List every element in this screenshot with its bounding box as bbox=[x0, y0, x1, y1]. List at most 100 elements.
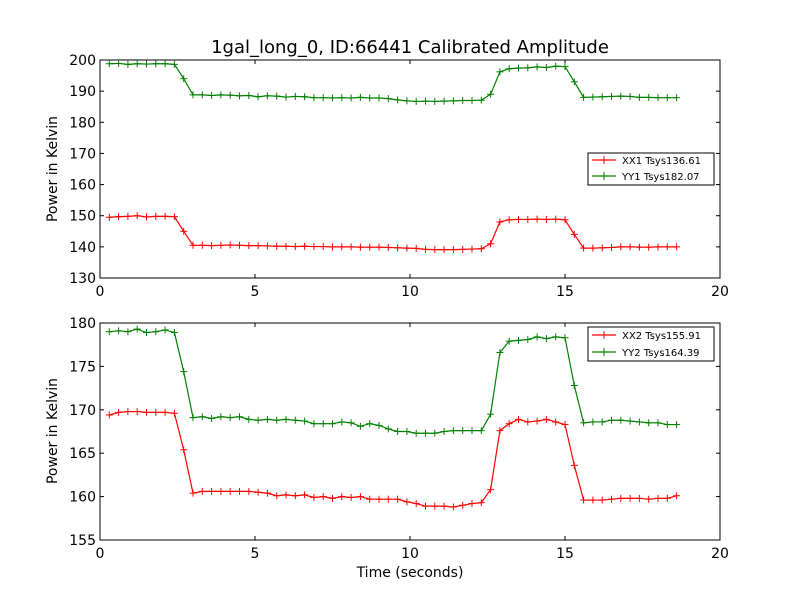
bottom-xtick-label: 10 bbox=[401, 546, 419, 562]
top-series-0-point bbox=[245, 242, 253, 250]
top-series-0-point bbox=[524, 215, 532, 223]
bottom-series-0-point bbox=[635, 494, 643, 502]
bottom-series-1-point bbox=[356, 422, 364, 430]
bottom-series-1-point bbox=[115, 327, 123, 335]
bottom-series-1-point bbox=[338, 418, 346, 426]
top-series-0-point bbox=[580, 244, 588, 252]
bottom-series-0-point bbox=[291, 492, 299, 500]
top-series-1-point bbox=[319, 94, 327, 102]
bottom-series-1-point bbox=[542, 335, 550, 343]
bottom-series-1-point bbox=[273, 416, 281, 424]
bottom-series-1-point bbox=[375, 421, 383, 429]
bottom-series-1-point bbox=[477, 427, 485, 435]
top-series-1-point bbox=[403, 97, 411, 105]
top-series-0-point bbox=[208, 242, 216, 250]
bottom-series-1-point bbox=[282, 415, 290, 423]
bottom-series-1-point bbox=[394, 428, 402, 435]
top-series-1-point bbox=[180, 75, 188, 83]
top-series-0-point bbox=[459, 245, 467, 253]
bottom-series-0-point bbox=[245, 487, 253, 495]
bottom-series-1-point bbox=[570, 381, 578, 389]
top-series-0-point bbox=[263, 242, 271, 250]
top-series-1-point bbox=[124, 60, 132, 68]
top-series-1-point bbox=[356, 93, 364, 101]
top-series-0-point bbox=[626, 243, 634, 251]
top-series-1-point bbox=[673, 94, 681, 102]
top-series-0-point bbox=[496, 218, 504, 226]
top-series-1-point bbox=[663, 94, 671, 102]
top-series-0-point bbox=[133, 212, 141, 220]
bottom-series-0-point bbox=[366, 495, 374, 503]
bottom-series-0-point bbox=[440, 502, 448, 510]
top-series-1-point bbox=[487, 90, 495, 98]
top-series-0-point bbox=[291, 243, 299, 251]
top-series-1-point bbox=[598, 93, 606, 101]
top-ytick-label: 150 bbox=[69, 209, 96, 225]
top-series-1-point bbox=[496, 68, 504, 76]
top-series-1-point bbox=[115, 59, 123, 67]
bottom-series-1-point bbox=[217, 413, 225, 421]
bottom-legend-box bbox=[587, 326, 715, 362]
top-ytick-label: 140 bbox=[69, 240, 96, 256]
bottom-series-0-point bbox=[208, 487, 216, 495]
bottom-series-0-point bbox=[431, 502, 439, 510]
bottom-series-0-point bbox=[561, 421, 569, 429]
top-series-1-point bbox=[468, 96, 476, 104]
bottom-series-0-point bbox=[505, 420, 513, 428]
top-series-1-point bbox=[505, 65, 513, 73]
top-series-1-point bbox=[533, 63, 541, 71]
bottom-series-1-point bbox=[189, 414, 197, 422]
top-series-1-point bbox=[189, 91, 197, 99]
bottom-series-0-point bbox=[217, 487, 225, 495]
top-series-0-point bbox=[487, 240, 495, 248]
bottom-series-0-point bbox=[589, 496, 597, 504]
top-series-1-point bbox=[515, 64, 522, 72]
bottom-series-1-point bbox=[105, 328, 113, 336]
bottom-ytick-label: 180 bbox=[69, 316, 96, 332]
top-ylabel: Power in Kelvin bbox=[45, 116, 61, 222]
bottom-series-1-point bbox=[198, 413, 206, 421]
top-legend-box bbox=[587, 152, 715, 186]
top-series-0-point bbox=[189, 241, 197, 249]
bottom-series-0-point bbox=[673, 492, 681, 500]
bottom-series-1-point bbox=[319, 420, 327, 428]
top-subplot: Power in Kelvin 0 5 10 15 20 130 140 150 160 170 1… bbox=[45, 53, 729, 300]
top-series-1-point bbox=[301, 93, 309, 101]
top-series-0-point bbox=[542, 215, 550, 223]
bottom-series-1-point bbox=[329, 420, 336, 428]
bottom-ticks: 0 5 10 15 20 155 160 165 170 175 180 bbox=[69, 316, 729, 562]
top-series-1-point bbox=[394, 96, 402, 104]
top-xtick-label: 0 bbox=[96, 284, 105, 300]
top-xtick-label: 15 bbox=[556, 284, 574, 300]
bottom-series-1-point bbox=[170, 329, 178, 337]
bottom-series-0-point bbox=[375, 495, 383, 503]
bottom-series-1-point bbox=[161, 326, 169, 334]
bottom-series-0-point bbox=[580, 496, 588, 504]
top-series-0-point bbox=[608, 243, 615, 251]
bottom-series-0-point bbox=[189, 489, 197, 497]
top-series-0-point bbox=[356, 243, 364, 251]
top-series-0-point bbox=[161, 212, 169, 220]
top-series-0-point bbox=[449, 246, 457, 254]
bottom-xtick-label: 5 bbox=[251, 546, 260, 562]
bottom-legend-label-yy2: YY2 Tsys164.39 bbox=[621, 348, 700, 359]
bottom-series-1-point bbox=[422, 429, 429, 437]
bottom-series-1-point bbox=[533, 333, 541, 341]
top-series-1-point bbox=[133, 60, 141, 68]
chart-title: 1gal_long_0, ID:66441 Calibrated Amplitu… bbox=[211, 37, 609, 58]
bottom-series-0-point bbox=[273, 492, 281, 500]
top-series-1-point bbox=[291, 92, 299, 100]
bottom-ytick-label: 160 bbox=[69, 490, 96, 506]
bottom-series-0-point bbox=[533, 417, 541, 425]
bottom-series-0-point bbox=[645, 495, 653, 503]
top-series-1-point bbox=[282, 93, 290, 101]
top-series-1-point bbox=[170, 60, 178, 68]
top-series-1-point bbox=[580, 93, 588, 101]
bottom-series-0-point bbox=[384, 495, 392, 503]
top-series-0-point bbox=[552, 215, 560, 223]
bottom-series-0-point bbox=[403, 498, 411, 506]
top-series-0-point bbox=[115, 213, 123, 221]
bottom-series-0-point bbox=[412, 500, 420, 508]
bottom-series-0-point bbox=[542, 415, 550, 423]
